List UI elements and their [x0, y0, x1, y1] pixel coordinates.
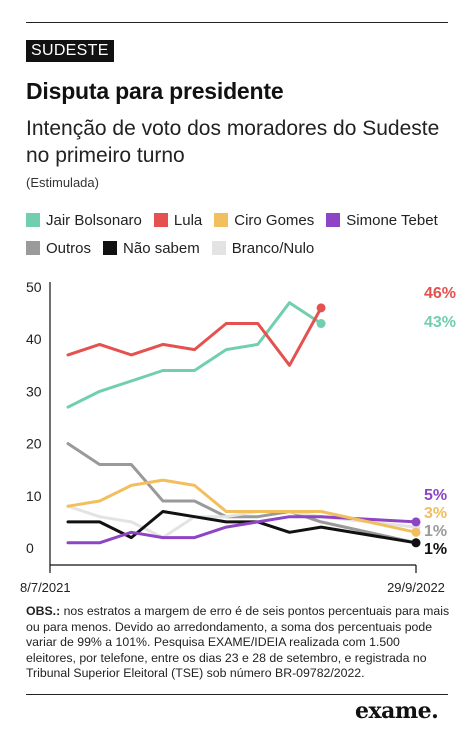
- legend-label-bolsonaro: Jair Bolsonaro: [46, 211, 142, 229]
- x-tick-label-end: 29/9/2022: [387, 580, 445, 595]
- end-label-n-o-sabem: 1%: [424, 541, 447, 558]
- legend-swatch-nao-sabem: [103, 241, 118, 255]
- legend-label-tebet: Simone Tebet: [346, 211, 438, 229]
- y-tick-label: 30: [26, 383, 42, 399]
- end-label-ciro-gomes: 3%: [424, 505, 447, 522]
- line-chart: 0 10 20 30 40 50 8/7/2021 29/9/2022 1%1% 5%3% 43% 4…: [20, 279, 456, 595]
- legend-item-bolsonaro: Jair Bolsonaro: [26, 212, 142, 229]
- end-point-ciro-gomes: [411, 527, 421, 537]
- legend-swatch-ciro: [214, 213, 229, 227]
- end-point-lula: [316, 303, 326, 313]
- brand-logo: exame.: [355, 698, 439, 724]
- legend-swatch-bolsonaro: [26, 213, 40, 227]
- end-label-jair-bolsonaro: 43%: [424, 314, 456, 331]
- y-tick-label: 10: [26, 488, 42, 504]
- legend-label-ciro: Ciro Gomes: [234, 211, 315, 229]
- series-line-outros: [66, 442, 418, 545]
- end-point-n-o-sabem: [411, 538, 421, 548]
- end-label-outros: 1%: [424, 523, 447, 540]
- chart-subtitle: Intenção de voto dos moradores do Sudest…: [26, 117, 440, 167]
- legend-label-lula: Lula: [173, 211, 203, 229]
- end-point-jair-bolsonaro: [316, 319, 326, 329]
- top-rule: [26, 22, 448, 23]
- x-tick-label-start: 8/7/2021: [20, 580, 71, 595]
- legend-swatch-outros: [26, 241, 40, 255]
- y-tick-label: 20: [26, 436, 42, 452]
- y-tick-label: 0: [26, 540, 34, 556]
- series-line-simone-tebet: [66, 515, 418, 545]
- legend-swatch-branco-nulo: [211, 241, 226, 255]
- series-line-lula: [66, 306, 323, 367]
- methodology-note: OBS.: nos estratos a margem de erro é de…: [26, 604, 451, 682]
- y-tick-label: 50: [26, 279, 42, 295]
- legend: Jair Bolsonaro Lula Ciro Gomes Simone Te…: [26, 208, 466, 264]
- legend-swatch-tebet: [326, 213, 341, 227]
- obs-text: nos estratos a margem de erro é de seis …: [26, 604, 450, 681]
- series-line-n-o-sabem: [66, 510, 418, 545]
- legend-label-nao-sabem: Não sabem: [123, 239, 200, 257]
- legend-item-ciro: Ciro Gomes: [214, 212, 314, 229]
- legend-label-outros: Outros: [46, 239, 92, 257]
- legend-item-outros: Outros: [26, 240, 91, 257]
- obs-label: OBS.:: [26, 604, 61, 618]
- legend-label-branco-nulo: Branco/Nulo: [231, 239, 315, 257]
- legend-swatch-lula: [153, 213, 168, 227]
- survey-type-note: (Estimulada): [26, 175, 99, 190]
- chart-title: Disputa para presidente: [26, 78, 284, 104]
- legend-item-nao-sabem: Não sabem: [103, 240, 200, 257]
- end-label-simone-tebet: 5%: [424, 487, 447, 504]
- legend-item-lula: Lula: [153, 211, 203, 229]
- region-tag: SUDESTE: [26, 40, 114, 62]
- series-line-ciro-gomes: [66, 478, 418, 534]
- legend-item-tebet: Simone Tebet: [326, 211, 438, 229]
- legend-item-branco-nulo: Branco/Nulo: [211, 239, 315, 257]
- legend-row: Outros Não sabem Branco/Nulo: [26, 236, 466, 260]
- end-label-lula: 46%: [424, 285, 456, 302]
- series-line-branco-nulo: [66, 504, 418, 540]
- legend-row: Jair Bolsonaro Lula Ciro Gomes Simone Te…: [26, 208, 466, 232]
- end-point-simone-tebet: [411, 517, 421, 527]
- y-tick-label: 40: [26, 331, 42, 347]
- bottom-rule: [26, 694, 448, 695]
- series-line-jair-bolsonaro: [66, 301, 323, 409]
